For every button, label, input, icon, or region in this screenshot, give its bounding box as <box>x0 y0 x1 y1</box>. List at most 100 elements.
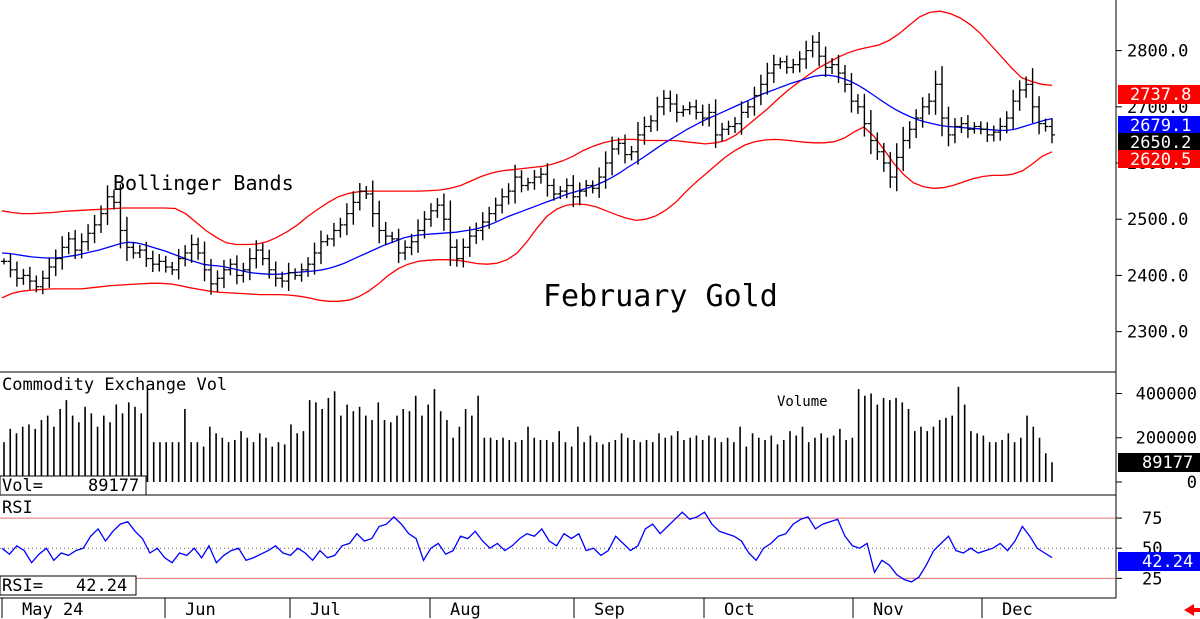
price-bar <box>544 163 551 197</box>
price-bar <box>149 250 156 273</box>
scroll-left-arrow-icon[interactable] <box>1184 604 1200 616</box>
price-bar <box>427 203 434 227</box>
price-bar <box>977 121 984 135</box>
price-bar <box>285 262 292 291</box>
month-label: Aug <box>450 600 481 619</box>
price-bar <box>395 228 402 264</box>
volume-readout-box <box>0 475 147 496</box>
price-bar <box>609 136 616 176</box>
price-bar <box>253 240 260 269</box>
price-bar <box>499 188 506 214</box>
price-bar <box>214 270 221 292</box>
price-bar <box>537 167 544 184</box>
price-bar <box>1029 68 1036 123</box>
price-bar <box>337 217 344 238</box>
price-bar <box>997 117 1004 141</box>
price-bar <box>182 245 189 267</box>
price-bar <box>486 206 493 229</box>
price-bar <box>550 178 557 201</box>
rsi-tick-label: 25 <box>1142 569 1162 589</box>
price-bar <box>350 191 357 225</box>
price-bar <box>382 221 389 245</box>
price-bar <box>667 90 674 112</box>
price-bar <box>376 200 383 244</box>
price-bar <box>266 249 273 279</box>
price-bar <box>156 254 163 272</box>
volume-label: Volume <box>777 394 828 410</box>
volume-value: 89177 <box>1142 453 1193 473</box>
price-bar <box>570 175 577 208</box>
month-label: May 24 <box>22 600 83 619</box>
price-bar <box>143 241 150 267</box>
price-bar <box>576 182 583 206</box>
price-bar <box>473 222 480 244</box>
price-bar <box>479 212 486 241</box>
price-bar <box>738 101 745 135</box>
price-bar <box>52 249 59 277</box>
price-bar <box>848 72 855 113</box>
upper-band-value: 2737.8 <box>1130 85 1191 105</box>
rsi-value: 42.24 <box>1142 552 1193 572</box>
price-bar <box>440 193 447 231</box>
price-bar <box>26 266 33 290</box>
price-bar <box>693 99 700 120</box>
price-bar <box>919 97 926 128</box>
upper-band-value-box <box>1118 85 1200 104</box>
price-bar <box>790 58 797 74</box>
month-label: Dec <box>1002 600 1033 619</box>
panel-frames <box>0 0 1117 599</box>
price-bar <box>492 197 499 222</box>
price-bar <box>343 203 350 236</box>
price-bar <box>958 117 965 134</box>
month-label: Oct <box>724 600 755 619</box>
price-bar <box>596 167 603 198</box>
price-bar <box>91 214 98 244</box>
price-bar <box>117 184 124 249</box>
price-bar <box>13 261 20 287</box>
price-bar <box>822 46 829 78</box>
price-bar <box>162 255 169 273</box>
month-label: Jun <box>185 600 216 619</box>
price-bar <box>1003 111 1010 134</box>
middle-band-value-box <box>1118 116 1200 134</box>
price-bar <box>110 189 117 210</box>
price-bar <box>389 231 396 244</box>
price-bar <box>913 109 920 139</box>
price-bar <box>589 180 596 194</box>
price-bar <box>531 169 538 190</box>
price-bar <box>466 226 473 257</box>
price-bar <box>246 248 253 281</box>
volume-panel-title: Commodity Exchange Vol <box>2 375 227 395</box>
middle-band-value: 2679.1 <box>1130 116 1191 136</box>
price-bar <box>654 96 661 131</box>
price-bar <box>686 101 693 115</box>
price-bar <box>880 142 887 172</box>
price-bar <box>699 104 706 126</box>
price-bar <box>783 55 790 74</box>
price-bar <box>402 240 409 261</box>
price-bar <box>512 164 519 204</box>
price-bar <box>926 93 933 115</box>
price-bar <box>292 268 299 280</box>
price-bar <box>893 143 900 192</box>
price-bar <box>363 186 370 199</box>
price-bar <box>169 261 176 275</box>
arrow-shaft-shape <box>1192 608 1200 612</box>
price-bar <box>518 170 525 193</box>
price-bar <box>1 258 7 265</box>
price-bar <box>641 116 648 145</box>
price-tick-label: 2800.0 <box>1127 42 1188 62</box>
price-bar <box>1049 118 1055 144</box>
rsi-readout-box <box>0 575 137 596</box>
price-bar <box>744 101 751 118</box>
price-bar <box>46 257 53 288</box>
price-bar <box>123 216 130 261</box>
price-bar <box>240 262 247 283</box>
price-bar <box>803 40 810 69</box>
rsi-value-box <box>1118 552 1200 571</box>
price-bar <box>1036 96 1043 135</box>
price-bar <box>85 224 92 251</box>
price-bar <box>305 257 312 277</box>
volume-bars <box>3 386 1053 482</box>
